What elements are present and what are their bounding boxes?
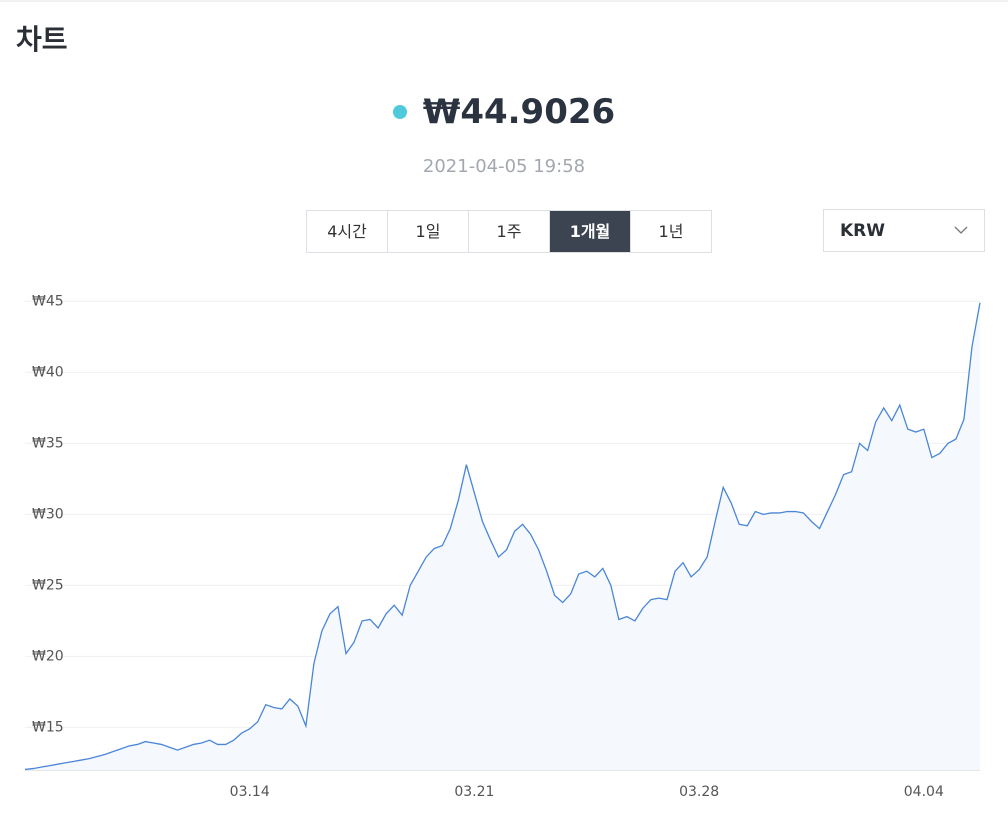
x-tick-label: 03.28: [679, 784, 719, 800]
y-tick-label: ₩40: [32, 364, 64, 380]
currency-value: KRW: [840, 221, 886, 241]
page-title: 차트: [16, 23, 68, 56]
y-tick-label: ₩25: [32, 577, 64, 593]
period-tab[interactable]: 4시간: [327, 222, 367, 241]
price-row: ₩44.9026: [0, 92, 1008, 132]
status-dot: [392, 105, 407, 119]
currency-select[interactable]: KRW: [823, 209, 985, 252]
y-tick-label: ₩15: [32, 719, 64, 735]
x-tick-label: 03.14: [230, 784, 270, 800]
y-tick-label: ₩35: [32, 435, 64, 451]
period-tabs: 4시간 1일 1주 1개월 1년: [306, 210, 712, 253]
y-tick-label: ₩45: [32, 293, 64, 309]
area-fill: [25, 302, 980, 770]
period-tab[interactable]: 1주: [468, 211, 549, 252]
current-price: ₩44.9026: [422, 92, 616, 132]
y-tick-label: ₩20: [32, 648, 64, 664]
period-tab[interactable]: 1일: [387, 211, 468, 252]
timestamp: 2021-04-05 19:58: [422, 156, 586, 177]
period-tab[interactable]: 1개월: [549, 211, 630, 252]
price-line: [24, 302, 981, 771]
period-tab[interactable]: 1년: [630, 211, 711, 252]
y-tick-label: ₩30: [32, 506, 64, 522]
top-divider: [0, 0, 1008, 2]
x-tick-label: 03.21: [454, 784, 494, 800]
chevron-icon: [954, 226, 968, 234]
x-tick-label: 04.04: [904, 784, 944, 800]
